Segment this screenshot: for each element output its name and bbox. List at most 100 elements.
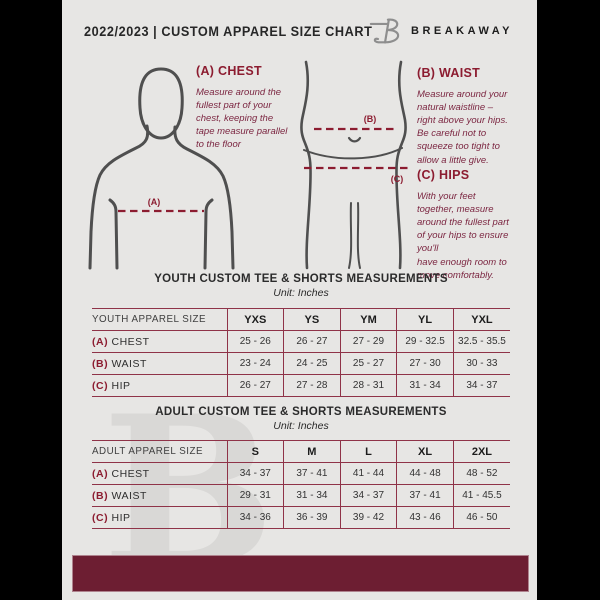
brand-lockup: BREAKAWAY xyxy=(369,16,513,46)
measurement-row-label: (A) CHEST xyxy=(92,462,227,485)
youth-table-heading: YOUTH CUSTOM TEE & SHORTS MEASUREMENTS U… xyxy=(92,273,510,299)
size-value-cell: 29 - 31 xyxy=(226,484,284,507)
chest-instruction: (A) CHEST Measure around the fullest par… xyxy=(196,64,322,152)
row-label-text: CHEST xyxy=(111,467,150,480)
size-value-cell: 39 - 42 xyxy=(339,506,397,529)
right-shoulder-arm xyxy=(173,125,235,270)
adult-table-unit: Unit: Inches xyxy=(273,420,329,432)
footer-maroon-bar xyxy=(72,555,529,592)
table-row: (A) CHEST 34 - 37 37 - 41 41 - 44 44 - 48 48 … xyxy=(92,462,510,485)
row-label-prefix: (B) xyxy=(92,357,112,370)
row-label-text: HIP xyxy=(111,379,131,392)
size-value-cell: 34 - 37 xyxy=(339,484,397,507)
row-label-prefix: (C) xyxy=(92,379,112,392)
left-chest-line xyxy=(108,198,119,270)
sheet-content: 2022/2023 | CUSTOM APPAREL SIZE CHART BR… xyxy=(62,0,537,600)
size-value-cell: 29 - 32.5 xyxy=(396,330,454,353)
right-black-bar xyxy=(537,0,600,600)
size-column-header: YM xyxy=(339,308,397,331)
size-column-header: YS xyxy=(283,308,341,331)
left-black-bar xyxy=(0,0,62,600)
size-value-cell: 25 - 26 xyxy=(226,330,284,353)
table-row: (C) HIP 26 - 27 27 - 28 28 - 31 31 - 34 34 - … xyxy=(92,374,510,397)
size-value-cell: 27 - 30 xyxy=(396,352,454,375)
hip-waistband-curve xyxy=(303,147,403,160)
torso-diagram: (A) xyxy=(88,67,235,270)
youth-size-table: YOUTH APPAREL SIZE YXS YS YM YL YXL (A) CHEST 2… xyxy=(92,308,510,397)
row-label-text: HIP xyxy=(111,511,131,524)
size-column-header: M xyxy=(283,440,341,463)
size-value-cell: 30 - 33 xyxy=(452,352,510,375)
head-outline xyxy=(138,67,184,140)
size-column-header: YXS xyxy=(226,308,284,331)
row-label-text: WAIST xyxy=(111,357,147,370)
size-value-cell: 46 - 50 xyxy=(452,506,510,529)
table-corner-header: ADULT APPAREL SIZE xyxy=(92,440,227,463)
size-value-cell: 23 - 24 xyxy=(226,352,284,375)
size-value-cell: 37 - 41 xyxy=(396,484,454,507)
row-label-prefix: (A) xyxy=(92,467,112,480)
size-column-header: 2XL xyxy=(452,440,510,463)
youth-table-title: YOUTH CUSTOM TEE & SHORTS MEASUREMENTS xyxy=(154,273,448,285)
size-value-cell: 27 - 28 xyxy=(283,374,341,397)
size-value-cell: 26 - 27 xyxy=(226,374,284,397)
waist-instruction-text: Measure around your natural waistline – … xyxy=(417,89,508,166)
page-title: 2022/2023 | CUSTOM APPAREL SIZE CHART xyxy=(84,24,373,39)
waist-instruction-label: (B) WAIST xyxy=(417,66,481,80)
row-label-prefix: (B) xyxy=(92,489,112,502)
hips-marker-label: (C) xyxy=(391,174,404,184)
waist-marker-label: (B) xyxy=(364,114,377,124)
size-column-header: XL xyxy=(396,440,454,463)
left-body-outline xyxy=(300,60,312,270)
table-row: (C) HIP 34 - 36 36 - 39 39 - 42 43 - 46 46 - … xyxy=(92,506,510,529)
right-body-outline xyxy=(395,60,407,270)
brand-name: BREAKAWAY xyxy=(411,25,513,37)
size-value-cell: 36 - 39 xyxy=(283,506,341,529)
row-label-text: WAIST xyxy=(111,489,147,502)
adult-size-table: ADULT APPAREL SIZE S M L XL 2XL (A) CHEST 34 - … xyxy=(92,440,510,529)
table-row: (B) WAIST 23 - 24 24 - 25 25 - 27 27 - 30 30 … xyxy=(92,352,510,375)
navel-mark xyxy=(347,136,362,143)
measurement-row-label: (A) CHEST xyxy=(92,330,227,353)
adult-table-heading: ADULT CUSTOM TEE & SHORTS MEASUREMENTS U… xyxy=(92,406,510,432)
chest-instruction-label: (A) CHEST xyxy=(196,64,262,78)
size-value-cell: 34 - 37 xyxy=(226,462,284,485)
waist-instruction: (B) WAIST Measure around your natural wa… xyxy=(417,66,543,167)
table-corner-header: YOUTH APPAREL SIZE xyxy=(92,308,227,331)
right-inner-leg xyxy=(356,202,361,269)
left-shoulder-arm xyxy=(88,124,150,270)
size-value-cell: 43 - 46 xyxy=(396,506,454,529)
adult-table-title: ADULT CUSTOM TEE & SHORTS MEASUREMENTS xyxy=(155,406,447,418)
hips-instruction-label: (C) HIPS xyxy=(417,168,470,182)
hips-diagram: (B) (C) xyxy=(300,60,408,270)
size-value-cell: 26 - 27 xyxy=(283,330,341,353)
size-value-cell: 41 - 45.5 xyxy=(452,484,510,507)
measurement-row-label: (C) HIP xyxy=(92,374,227,397)
right-chest-line xyxy=(203,198,214,270)
size-column-header: YL xyxy=(396,308,454,331)
breakaway-b-logo-icon xyxy=(369,18,400,44)
left-inner-leg xyxy=(348,202,353,269)
table-row: (B) WAIST 29 - 31 31 - 34 34 - 37 37 - 41 41 … xyxy=(92,484,510,507)
row-label-text: CHEST xyxy=(111,335,150,348)
size-value-cell: 31 - 34 xyxy=(396,374,454,397)
size-value-cell: 37 - 41 xyxy=(283,462,341,485)
measurement-row-label: (C) HIP xyxy=(92,506,227,529)
measurement-row-label: (B) WAIST xyxy=(92,484,227,507)
size-value-cell: 27 - 29 xyxy=(339,330,397,353)
chest-marker-label: (A) xyxy=(148,197,161,207)
size-value-cell: 25 - 27 xyxy=(339,352,397,375)
size-value-cell: 28 - 31 xyxy=(339,374,397,397)
size-value-cell: 24 - 25 xyxy=(283,352,341,375)
measurement-row-label: (B) WAIST xyxy=(92,352,227,375)
size-column-header: L xyxy=(339,440,397,463)
row-label-prefix: (C) xyxy=(92,511,112,524)
table-row: (A) CHEST 25 - 26 26 - 27 27 - 29 29 - 32.5 3… xyxy=(92,330,510,353)
size-value-cell: 34 - 36 xyxy=(226,506,284,529)
hips-instruction: (C) HIPS With your feet together, measur… xyxy=(417,168,543,282)
size-value-cell: 44 - 48 xyxy=(396,462,454,485)
chest-instruction-text: Measure around the fullest part of your … xyxy=(196,87,288,151)
row-label-prefix: (A) xyxy=(92,335,112,348)
size-value-cell: 31 - 34 xyxy=(283,484,341,507)
